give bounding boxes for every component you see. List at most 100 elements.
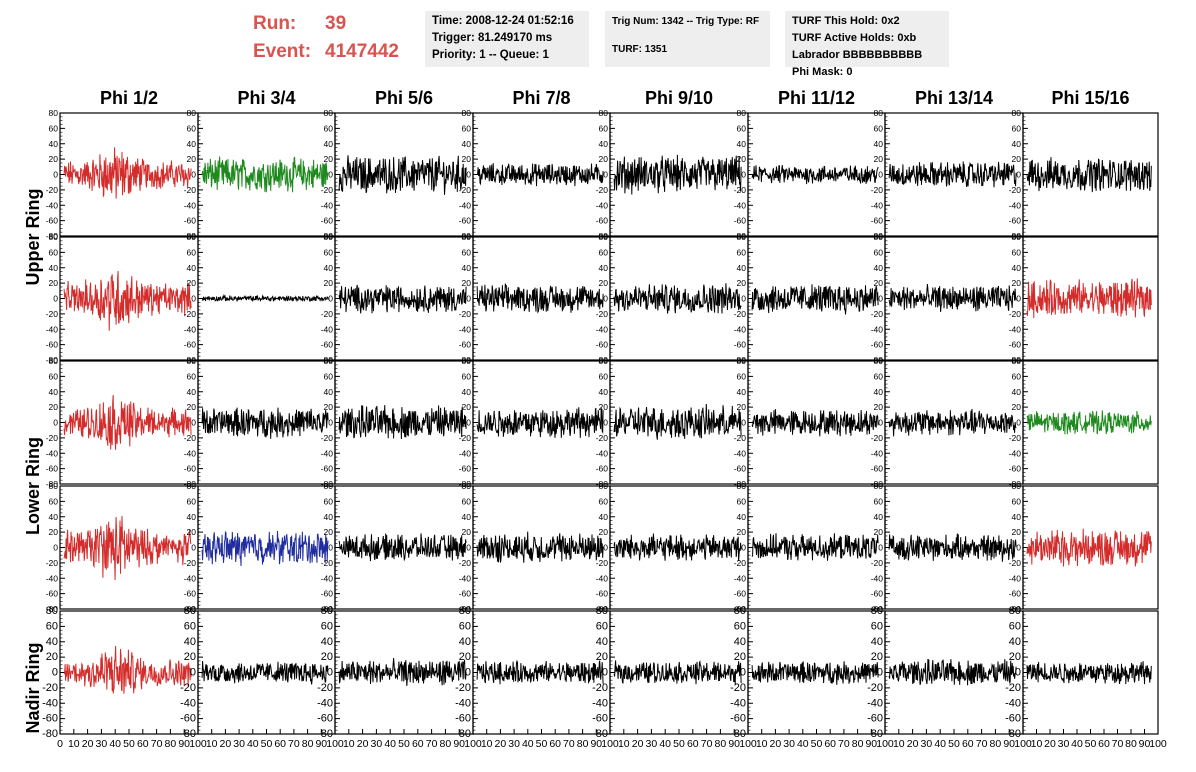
y-tick-label: 20 xyxy=(874,154,884,164)
x-tick-label: 70 xyxy=(426,738,438,750)
y-tick-label: -60 xyxy=(321,464,334,474)
x-tick-label: 50 xyxy=(261,738,273,750)
y-tick-label: 40 xyxy=(871,636,883,648)
y-tick-label: -20 xyxy=(734,309,747,319)
y-tick-label: 40 xyxy=(874,263,884,273)
column-header: Phi 9/10 xyxy=(645,88,713,108)
y-tick-label: 40 xyxy=(1012,139,1022,149)
y-tick-label: -20 xyxy=(1009,309,1022,319)
y-tick-label: -60 xyxy=(46,589,59,599)
x-tick-label: 50 xyxy=(398,738,410,750)
y-tick-label: -20 xyxy=(321,185,334,195)
x-tick-label: 70 xyxy=(838,738,850,750)
y-tick-label: -80 xyxy=(46,355,59,365)
x-tick-label: 90 xyxy=(178,738,190,750)
y-tick-label: -80 xyxy=(596,231,609,241)
y-tick-label: -60 xyxy=(180,713,196,725)
y-tick-label: -60 xyxy=(184,464,197,474)
y-tick-label: -80 xyxy=(184,231,197,241)
waveform-trace xyxy=(613,154,742,195)
y-tick-label: 0 xyxy=(466,170,471,180)
y-tick-label: -80 xyxy=(459,355,472,365)
y-tick-label: -40 xyxy=(730,697,746,709)
y-tick-label: 20 xyxy=(599,278,609,288)
y-tick-label: 40 xyxy=(184,636,196,648)
x-tick-label: 90 xyxy=(728,738,740,750)
y-tick-label: -40 xyxy=(455,697,471,709)
y-tick-label: -20 xyxy=(184,558,197,568)
y-tick-label: -60 xyxy=(184,589,197,599)
column-header: Phi 11/12 xyxy=(778,88,855,108)
y-tick-label: -20 xyxy=(867,682,883,694)
y-tick-label: 40 xyxy=(596,636,608,648)
y-tick-label: -20 xyxy=(184,309,197,319)
y-tick-label: 40 xyxy=(599,263,609,273)
waveform-trace xyxy=(1026,157,1152,193)
y-tick-label: 40 xyxy=(187,387,197,397)
y-tick-label: 20 xyxy=(49,154,59,164)
x-tick-label: 10 xyxy=(756,738,768,750)
y-tick-label: -20 xyxy=(734,558,747,568)
y-tick-label: -80 xyxy=(1009,479,1022,489)
y-tick-label: -40 xyxy=(596,324,609,334)
column-header: Phi 15/16 xyxy=(1051,88,1129,108)
waveform-trace xyxy=(338,284,467,314)
y-tick-label: 0 xyxy=(328,294,333,304)
y-tick-label: -40 xyxy=(871,200,884,210)
y-tick-label: 40 xyxy=(874,512,884,522)
y-tick-label: 40 xyxy=(46,636,58,648)
y-tick-label: 40 xyxy=(737,263,747,273)
y-tick-label: -80 xyxy=(734,479,747,489)
run-label: Run: xyxy=(253,13,297,34)
y-tick-label: 60 xyxy=(187,371,197,381)
waveform-trace xyxy=(476,283,604,314)
y-tick-label: 60 xyxy=(737,371,747,381)
y-tick-label: 20 xyxy=(737,278,747,288)
y-tick-label: 80 xyxy=(596,605,608,617)
y-tick-label: 0 xyxy=(603,543,608,553)
y-tick-label: -80 xyxy=(321,479,334,489)
y-tick-label: 0 xyxy=(741,170,746,180)
y-tick-label: 40 xyxy=(1009,636,1021,648)
y-tick-label: 80 xyxy=(1012,232,1022,242)
waveform-trace xyxy=(888,658,1017,686)
waveform-trace xyxy=(1026,661,1152,685)
waveform-trace xyxy=(201,156,329,193)
y-tick-label: -20 xyxy=(596,433,609,443)
y-tick-label: 60 xyxy=(462,496,472,506)
y-tick-label: 40 xyxy=(462,387,472,397)
y-tick-label: -40 xyxy=(596,573,609,583)
y-tick-label: 20 xyxy=(874,527,884,537)
y-tick-label: -40 xyxy=(592,697,608,709)
y-tick-label: -60 xyxy=(459,216,472,226)
waveform-trace xyxy=(751,661,879,685)
y-tick-label: 20 xyxy=(462,402,472,412)
y-tick-label: -40 xyxy=(867,697,883,709)
waveform-trace xyxy=(1026,528,1152,567)
x-tick-label: 60 xyxy=(1098,738,1110,750)
y-tick-label: 80 xyxy=(599,356,609,366)
y-tick-label: 40 xyxy=(324,139,334,149)
y-tick-label: 60 xyxy=(737,123,747,133)
y-tick-label: 60 xyxy=(46,620,58,632)
y-tick-label: 20 xyxy=(599,527,609,537)
y-tick-label: -60 xyxy=(871,464,884,474)
y-tick-label: 40 xyxy=(1012,387,1022,397)
y-tick-label: -60 xyxy=(734,216,747,226)
trigger-info-box: Trig Num: 1342 -- Trig Type: RF TURF: 13… xyxy=(605,11,770,67)
y-tick-label: 80 xyxy=(462,356,472,366)
x-tick-label: 90 xyxy=(453,738,465,750)
y-tick-label: 60 xyxy=(599,123,609,133)
waveform-trace xyxy=(338,658,467,686)
y-tick-label: -80 xyxy=(1009,604,1022,614)
y-tick-label: 0 xyxy=(53,418,58,428)
x-tick-label: 20 xyxy=(495,738,507,750)
y-tick-label: 60 xyxy=(462,123,472,133)
x-tick-label: 40 xyxy=(659,738,671,750)
x-tick-label: 60 xyxy=(412,738,424,750)
waveform-trace xyxy=(201,293,329,303)
y-tick-label: -20 xyxy=(596,558,609,568)
row-label: Upper Ring xyxy=(23,189,43,286)
y-tick-label: -80 xyxy=(321,604,334,614)
y-tick-label: -60 xyxy=(596,216,609,226)
